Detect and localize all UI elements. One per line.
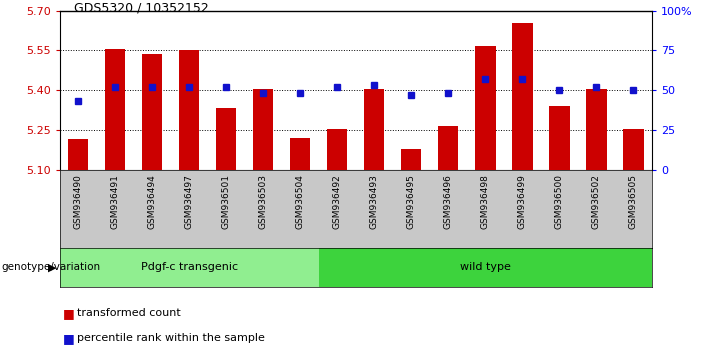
Text: GSM936500: GSM936500 bbox=[555, 174, 564, 229]
Bar bbox=[438, 126, 458, 170]
Bar bbox=[319, 248, 652, 287]
Text: wild type: wild type bbox=[460, 262, 511, 272]
Text: GSM936505: GSM936505 bbox=[629, 174, 638, 229]
Text: GSM936494: GSM936494 bbox=[148, 174, 156, 229]
Bar bbox=[401, 149, 421, 170]
Bar bbox=[586, 89, 606, 170]
Bar bbox=[290, 138, 311, 170]
Text: GSM936503: GSM936503 bbox=[259, 174, 268, 229]
Text: GSM936490: GSM936490 bbox=[74, 174, 83, 229]
Text: GSM936499: GSM936499 bbox=[518, 174, 527, 229]
Text: GSM936496: GSM936496 bbox=[444, 174, 453, 229]
Bar bbox=[68, 139, 88, 170]
Text: transformed count: transformed count bbox=[77, 308, 181, 318]
Bar bbox=[475, 46, 496, 170]
Text: GSM936502: GSM936502 bbox=[592, 174, 601, 229]
Text: percentile rank within the sample: percentile rank within the sample bbox=[77, 333, 265, 343]
Bar bbox=[253, 89, 273, 170]
Bar bbox=[216, 108, 236, 170]
Text: GSM936504: GSM936504 bbox=[296, 174, 305, 229]
Text: ■: ■ bbox=[63, 307, 75, 320]
Text: GSM936492: GSM936492 bbox=[333, 174, 342, 229]
Text: GSM936501: GSM936501 bbox=[222, 174, 231, 229]
Bar bbox=[512, 23, 533, 170]
Bar bbox=[327, 129, 348, 170]
Text: GSM936493: GSM936493 bbox=[369, 174, 379, 229]
Bar bbox=[364, 89, 384, 170]
Bar bbox=[549, 106, 569, 170]
Text: Pdgf-c transgenic: Pdgf-c transgenic bbox=[141, 262, 238, 272]
Bar bbox=[60, 248, 319, 287]
Text: GDS5320 / 10352152: GDS5320 / 10352152 bbox=[74, 2, 208, 15]
Text: ▶: ▶ bbox=[48, 262, 56, 272]
Bar bbox=[105, 49, 125, 170]
Text: genotype/variation: genotype/variation bbox=[1, 262, 100, 272]
Bar bbox=[179, 51, 199, 170]
Text: ■: ■ bbox=[63, 332, 75, 344]
Bar bbox=[623, 129, 644, 170]
Text: GSM936498: GSM936498 bbox=[481, 174, 490, 229]
Text: GSM936491: GSM936491 bbox=[111, 174, 120, 229]
Text: GSM936495: GSM936495 bbox=[407, 174, 416, 229]
Text: GSM936497: GSM936497 bbox=[184, 174, 193, 229]
Bar bbox=[142, 55, 163, 170]
